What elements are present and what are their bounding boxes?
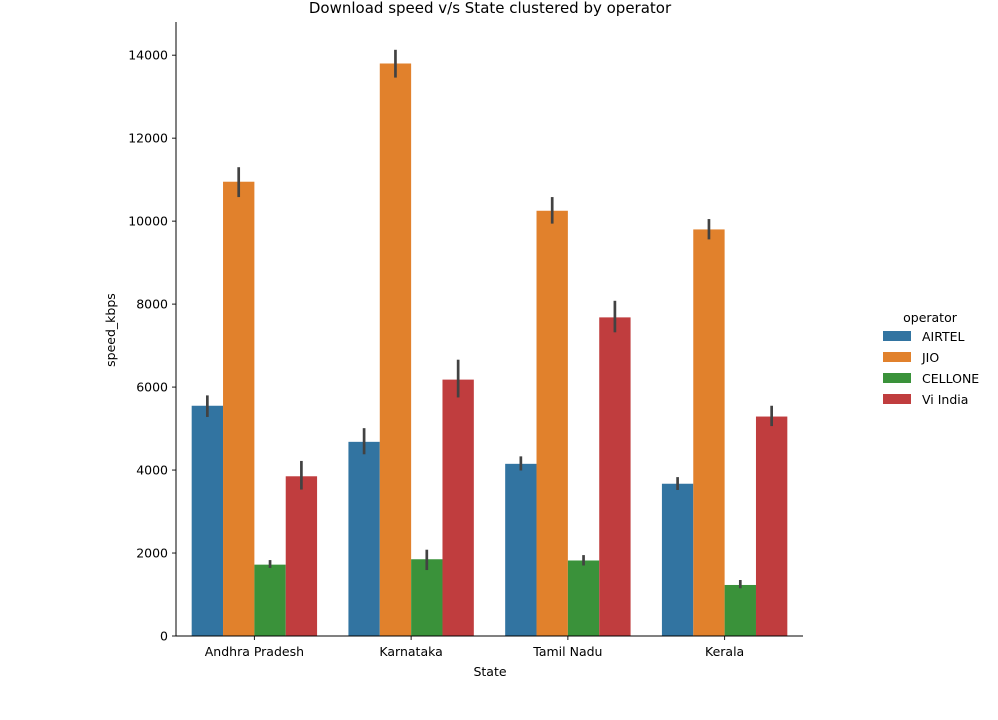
bar-cellone-kerala: [724, 584, 756, 636]
y-tick-label: 14000: [128, 48, 168, 63]
x-axis: Andhra Pradesh Karnataka Tamil Nadu Kerala: [176, 635, 803, 659]
y-tick-label: 10000: [128, 214, 168, 229]
bar-jio-kerala: [693, 229, 725, 636]
legend-swatch-jio: [883, 352, 911, 362]
legend-swatch-cellone: [883, 373, 911, 383]
legend-label-jio: JIO: [921, 350, 939, 365]
legend-label-cellone: CELLONE: [922, 371, 979, 386]
bar-airtel-kerala: [661, 483, 694, 636]
bar-jio-andhra-pradesh: [223, 181, 255, 636]
bar-vi-india-karnataka: [442, 379, 474, 636]
legend-label-vi-india: Vi India: [922, 392, 968, 407]
x-tick-label: Tamil Nadu: [532, 644, 602, 659]
y-tick-label: 4000: [136, 463, 168, 478]
bars: [191, 63, 788, 637]
legend-title: operator: [903, 310, 958, 325]
bar-airtel-karnataka: [348, 441, 380, 636]
legend-swatch-airtel: [883, 331, 911, 341]
bar-cellone-karnataka: [411, 559, 443, 636]
bar-vi-india-tamil-nadu: [599, 317, 631, 636]
chart-title: Download speed v/s State clustered by op…: [309, 0, 672, 17]
x-tick-label: Andhra Pradesh: [205, 644, 304, 659]
y-tick-label: 12000: [128, 131, 168, 146]
x-axis-label: State: [473, 664, 506, 679]
y-axis: 0 2000 4000 6000 8000 10000 12000 14000: [128, 22, 177, 644]
bar-jio-tamil-nadu: [536, 210, 568, 636]
bar-vi-india-andhra-pradesh: [285, 476, 318, 636]
error-bars: [206, 49, 774, 589]
y-tick-label: 0: [160, 629, 168, 644]
y-tick-label: 6000: [136, 380, 168, 395]
legend-label-airtel: AIRTEL: [922, 329, 965, 344]
bar-jio-karnataka: [379, 63, 412, 637]
y-axis-label: speed_kbps: [103, 293, 118, 367]
bar-cellone-tamil-nadu: [567, 560, 600, 636]
bar-airtel-andhra-pradesh: [191, 405, 224, 636]
x-tick-label: Karnataka: [379, 644, 442, 659]
y-tick-label: 2000: [136, 546, 168, 561]
x-tick-label: Kerala: [705, 644, 744, 659]
legend-swatch-vi-india: [883, 394, 911, 404]
y-tick-label: 8000: [136, 297, 168, 312]
bar-vi-india-kerala: [755, 416, 788, 636]
bar-airtel-tamil-nadu: [505, 463, 537, 636]
legend: operator AIRTEL JIO CELLONE Vi India: [883, 310, 979, 407]
bar-cellone-andhra-pradesh: [254, 564, 286, 636]
